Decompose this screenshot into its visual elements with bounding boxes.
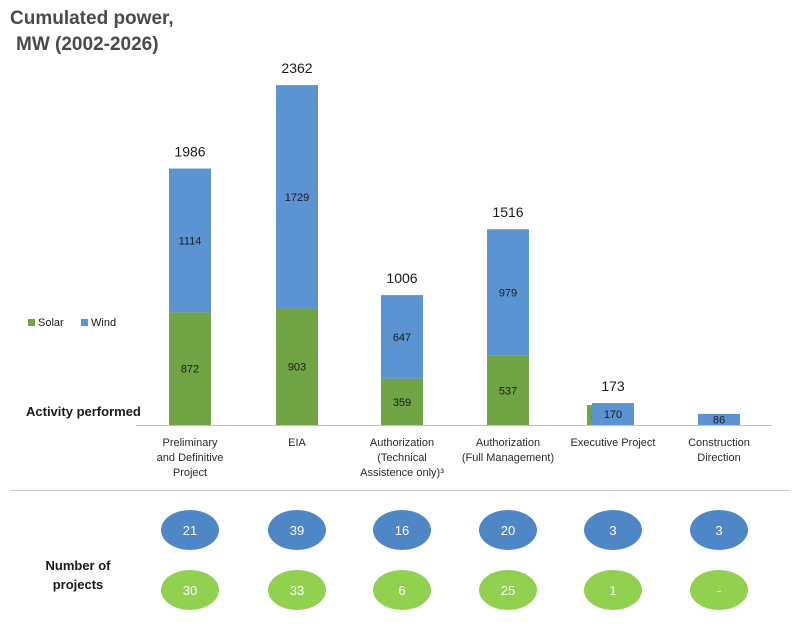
bar-wind <box>276 85 318 309</box>
category-label: and Definitive <box>157 452 224 464</box>
bar-label-solar: 872 <box>181 364 199 376</box>
solar-project-count-oval: - <box>690 570 748 610</box>
wind-project-count-oval: 3 <box>584 510 642 550</box>
bar-total-label: 2362 <box>281 60 312 76</box>
bar-solar <box>276 308 318 425</box>
section-divider <box>10 490 790 491</box>
solar-project-count-oval: 33 <box>268 570 326 610</box>
bar-label-wind: 979 <box>499 287 517 299</box>
category-label: (Technical <box>377 452 427 464</box>
solar-project-count-oval: 1 <box>584 570 642 610</box>
bar-wind <box>381 295 423 379</box>
bar-wind <box>592 403 634 425</box>
category-label: (Full Management) <box>462 452 554 464</box>
activity-performed-label: Activity performed <box>26 404 141 419</box>
bar-label-solar: 537 <box>499 385 517 397</box>
bar-label-wind: 86 <box>713 414 725 426</box>
category-label: Assistence only)³ <box>360 467 444 479</box>
bar-label-wind: 1114 <box>179 235 202 247</box>
solar-project-count-oval: 6 <box>373 570 431 610</box>
category-label: Preliminary <box>162 437 218 449</box>
legend-label-solar: Solar <box>38 317 64 329</box>
bar-label-solar: 903 <box>288 362 306 374</box>
category-label: Authorization <box>370 437 434 449</box>
bar-label-wind: 170 <box>604 409 622 421</box>
legend-swatch-solar <box>28 319 35 326</box>
stacked-bar-chart: Solar Wind 872 1114 1986 Preliminary and Defin… <box>28 60 772 479</box>
chart-title: Cumulated power, MW (2002-2026) <box>10 6 174 58</box>
bar-label-wind: 1729 <box>285 192 309 204</box>
bar-solar <box>169 312 211 425</box>
bar-total-label: 1516 <box>492 204 523 220</box>
wind-project-count-oval: 20 <box>479 510 537 550</box>
bar-label-solar: 359 <box>393 397 411 409</box>
bar-total-label: 173 <box>601 378 625 394</box>
bar-total-label: 1986 <box>174 144 205 160</box>
legend-label-wind: Wind <box>91 317 116 329</box>
number-of-projects-label: Number of projects <box>45 558 111 592</box>
wind-project-count-oval: 3 <box>690 510 748 550</box>
bar-solar <box>381 378 423 425</box>
wind-project-count-oval: 39 <box>268 510 326 550</box>
legend-swatch-wind <box>81 319 88 326</box>
bar-label-wind: 647 <box>393 332 411 344</box>
category-label: Executive Project <box>571 437 656 449</box>
bar-solar <box>487 355 529 425</box>
wind-project-count-oval: 16 <box>373 510 431 550</box>
category-label: Authorization <box>476 437 540 449</box>
bar-total-label: 1006 <box>386 270 417 286</box>
chart-title-line-2: MW (2002-2026) <box>16 34 159 55</box>
bar-wind <box>487 229 529 356</box>
category-label: Construction <box>688 437 750 449</box>
chart-title-line-1: Cumulated power, <box>10 8 174 29</box>
category-label: Project <box>173 467 207 479</box>
category-label: EIA <box>288 437 306 449</box>
bar-wind <box>698 413 740 425</box>
bar-wind <box>169 168 211 313</box>
category-label: Direction <box>697 452 740 464</box>
wind-project-count-oval: 21 <box>161 510 219 550</box>
solar-project-count-oval: 30 <box>161 570 219 610</box>
solar-project-count-oval: 25 <box>479 570 537 610</box>
